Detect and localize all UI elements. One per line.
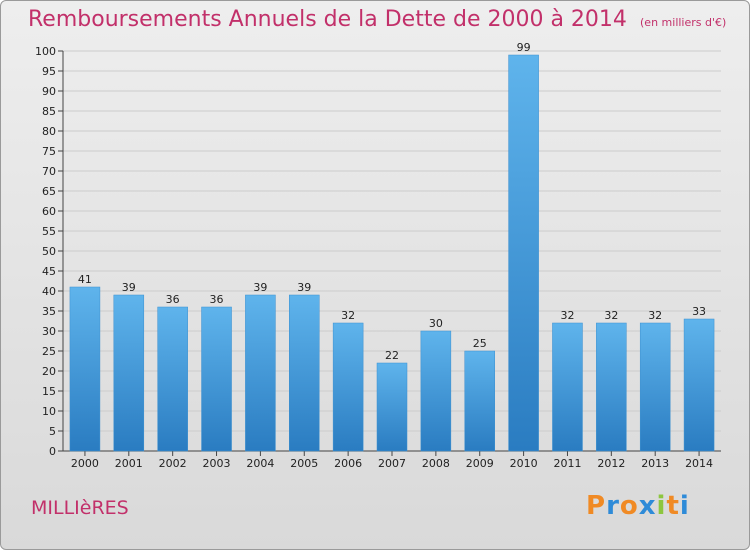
data-label: 99 (517, 41, 531, 54)
data-label: 36 (210, 293, 224, 306)
y-tick-label: 70 (42, 165, 56, 178)
data-label: 22 (385, 349, 399, 362)
x-tick-label: 2013 (641, 457, 669, 470)
logo-letter: o (619, 491, 639, 521)
logo-letter: P (586, 491, 607, 521)
x-tick-label: 2006 (334, 457, 362, 470)
chart-unit-text: (en milliers d'€) (640, 16, 727, 29)
chart-title: Remboursements Annuels de la Dette de 20… (28, 7, 726, 32)
commune-name: MILLIèRES (31, 497, 129, 519)
bar (639, 322, 671, 452)
x-tick-label: 2008 (422, 457, 450, 470)
y-tick-label: 15 (42, 385, 56, 398)
proxiti-logo: Proxiti (586, 491, 690, 521)
logo-letter: t (666, 491, 680, 521)
y-tick-label: 20 (42, 365, 56, 378)
bar (596, 322, 627, 452)
bar (113, 294, 145, 452)
x-tick-label: 2010 (510, 457, 538, 470)
y-tick-label: 45 (42, 265, 56, 278)
x-tick-label: 2002 (159, 457, 187, 470)
y-tick-label: 75 (42, 145, 56, 158)
bar (683, 318, 715, 452)
logo-letter: x (638, 491, 657, 521)
data-label: 32 (341, 309, 355, 322)
y-tick-label: 65 (42, 185, 56, 198)
y-tick-label: 40 (42, 285, 56, 298)
y-tick-label: 25 (42, 345, 56, 358)
data-label: 39 (253, 281, 267, 294)
data-label: 33 (692, 305, 706, 318)
y-tick-label: 95 (42, 65, 56, 78)
y-tick-label: 85 (42, 105, 56, 118)
x-tick-label: 2001 (115, 457, 143, 470)
logo-letter: i (656, 491, 667, 521)
y-tick-label: 90 (42, 85, 56, 98)
x-tick-label: 2007 (378, 457, 406, 470)
y-tick-label: 50 (42, 245, 56, 258)
bar (245, 294, 276, 452)
y-tick-label: 55 (42, 225, 56, 238)
bar (508, 54, 539, 452)
y-tick-label: 60 (42, 205, 56, 218)
bar (69, 286, 101, 452)
x-tick-label: 2003 (203, 457, 231, 470)
y-tick-label: 5 (49, 425, 56, 438)
labels: 41 2000 39 2001 36 2002 36 2003 39 2004 39 2005 32 20… (71, 41, 713, 470)
bar (201, 306, 232, 452)
logo-letter: r (606, 491, 620, 521)
y-tick-label: 35 (42, 305, 56, 318)
y-tick-label: 30 (42, 325, 56, 338)
x-tick-label: 2011 (553, 457, 581, 470)
bar (376, 362, 408, 452)
bar (420, 330, 452, 452)
data-label: 39 (122, 281, 136, 294)
y-tick-label: 10 (42, 405, 56, 418)
data-label: 41 (78, 273, 92, 286)
x-tick-label: 2014 (685, 457, 713, 470)
y-tick-label: 100 (35, 45, 56, 58)
chart-title-text: Remboursements Annuels de la Dette de 20… (28, 7, 627, 32)
data-label: 32 (604, 309, 618, 322)
x-tick-label: 2005 (290, 457, 318, 470)
bar (289, 294, 320, 452)
data-label: 30 (429, 317, 443, 330)
bar (332, 322, 364, 452)
logo-letter: i (679, 491, 690, 521)
bars (69, 54, 715, 452)
bar (464, 350, 495, 452)
data-label: 36 (166, 293, 180, 306)
data-label: 32 (560, 309, 574, 322)
x-tick-label: 2009 (466, 457, 494, 470)
data-label: 39 (297, 281, 311, 294)
x-tick-label: 2004 (246, 457, 274, 470)
x-tick-label: 2000 (71, 457, 99, 470)
x-tick-label: 2012 (597, 457, 625, 470)
data-label: 32 (648, 309, 662, 322)
bar (552, 322, 583, 452)
y-tick-label: 80 (42, 125, 56, 138)
bar (157, 306, 188, 452)
y-tick-label: 0 (49, 445, 56, 458)
data-label: 25 (473, 337, 487, 350)
